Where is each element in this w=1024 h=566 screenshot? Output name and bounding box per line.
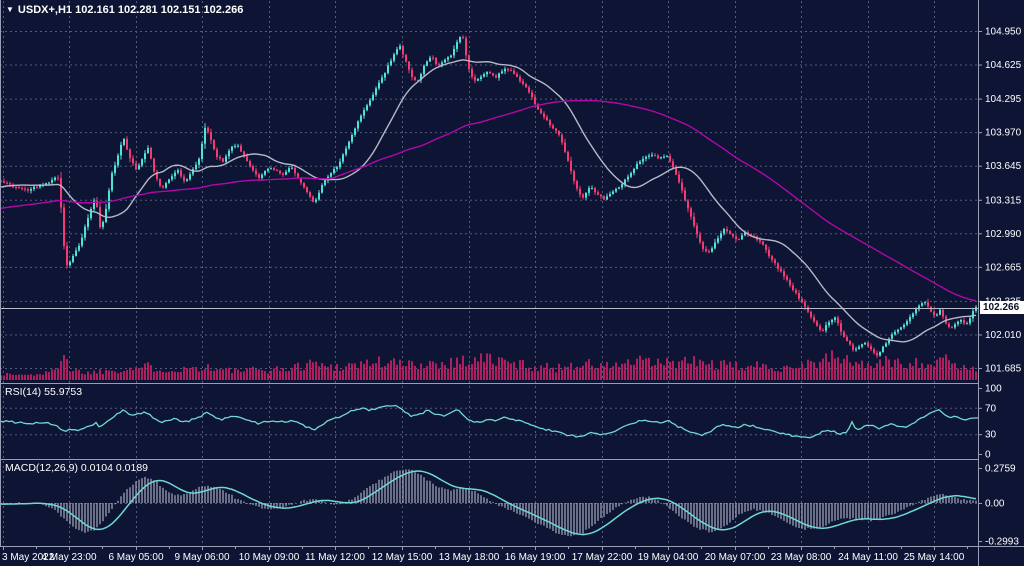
candle-bodies	[0, 37, 977, 356]
time-tick-label: 11 May 12:00	[305, 552, 365, 563]
time-tick-label: 23 May 08:00	[771, 552, 832, 563]
time-tick-label: 20 May 07:00	[705, 552, 766, 563]
macd-histogram	[0, 469, 977, 537]
axis-tick-label: 103.315	[985, 195, 1022, 206]
axis-tick-label: 104.295	[985, 94, 1022, 105]
main-chart-panel[interactable]	[0, 0, 978, 382]
time-tick-label: 3 May 2022	[2, 552, 55, 563]
macd-signal-line	[0, 470, 977, 536]
volume-bars	[0, 350, 977, 380]
gridlines	[0, 1, 978, 546]
time-tick-label: 12 May 15:00	[372, 552, 433, 563]
time-tick-label: 19 May 04:00	[638, 552, 699, 563]
candle-wicks	[0, 35, 977, 359]
axis-tick-label: 101.685	[985, 364, 1022, 375]
time-tick-label: 25 May 14:00	[904, 552, 965, 563]
time-tick-label: 9 May 06:00	[174, 552, 229, 563]
time-tick-label: 13 May 18:00	[439, 552, 500, 563]
axis-tick-label: 104.625	[985, 60, 1022, 71]
moving-averages	[0, 59, 977, 343]
axis-tick-label: -0.2993	[985, 537, 1019, 548]
current-price-tag: 102.266	[980, 301, 1024, 314]
time-tick-label: 24 May 11:00	[838, 552, 898, 563]
axis-tick-label: 100	[985, 384, 1002, 395]
axis-tick-label: 102.990	[985, 229, 1022, 240]
axis-tick-label: 103.645	[985, 161, 1022, 172]
axis-tick-label: 104.950	[985, 27, 1022, 38]
ma-fast-line	[0, 59, 977, 343]
axis-tick-label: 103.970	[985, 128, 1022, 139]
axis-tick-label: 0.00	[985, 499, 1005, 510]
rsi-panel[interactable]	[0, 384, 978, 458]
price-axis-labels: 104.950 104.625 104.295 103.970 103.645 103.3…	[978, 27, 1022, 548]
axis-tick-label: 70	[985, 403, 997, 414]
time-tick-label: 4 May 23:00	[41, 552, 96, 563]
axis-tick-label: 0	[985, 450, 991, 461]
time-tick-label: 6 May 05:00	[108, 552, 163, 563]
time-tick-label: 17 May 22:00	[572, 552, 633, 563]
time-tick-label: 10 May 09:00	[239, 552, 300, 563]
ma-slow-line	[0, 99, 977, 302]
time-tick-label: 16 May 19:00	[505, 552, 566, 563]
rsi-line	[0, 404, 979, 439]
axis-tick-label: 102.010	[985, 330, 1022, 341]
axis-tick-label: 0.2759	[985, 463, 1016, 474]
axis-tick-label: 102.665	[985, 262, 1022, 273]
axis-tick-label: 30	[985, 430, 997, 441]
